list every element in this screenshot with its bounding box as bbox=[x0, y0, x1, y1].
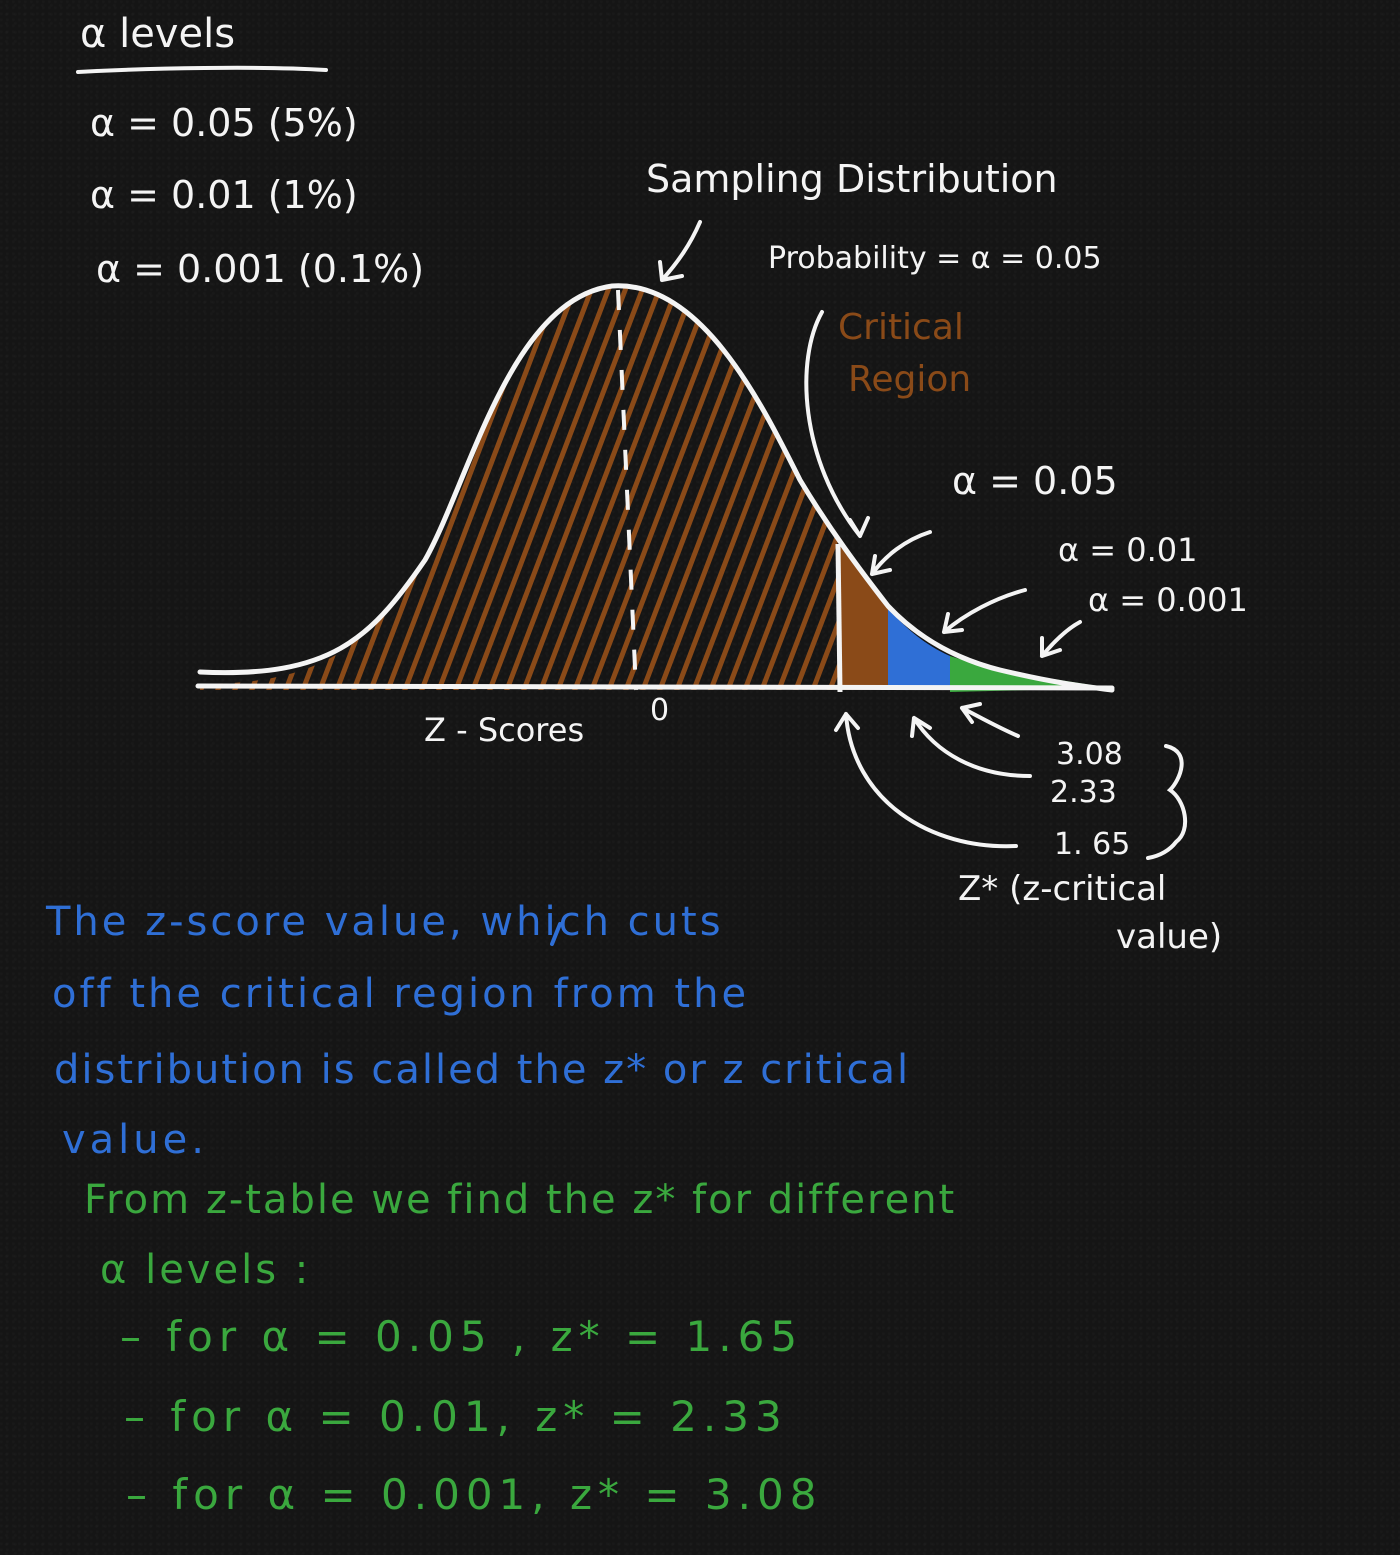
hatch-stroke bbox=[806, 285, 840, 690]
alpha-level-item: α = 0.05 (5%) bbox=[90, 101, 358, 145]
sampling-arrow bbox=[658, 220, 702, 282]
hatch-stroke bbox=[687, 285, 840, 690]
crit-233-arrow bbox=[910, 716, 1032, 778]
x-axis bbox=[195, 683, 1115, 691]
hatch-stroke bbox=[415, 285, 581, 690]
table-intro-line: From z-table we find the z* for differen… bbox=[84, 1177, 957, 1223]
hatch-stroke bbox=[772, 285, 840, 690]
z-star-row: – for α = 0.001, z* = 3.08 bbox=[126, 1470, 823, 1519]
alpha-0001-label: α = 0.001 bbox=[1088, 581, 1248, 619]
explanation-line: distribution is called the z* or z criti… bbox=[54, 1047, 911, 1093]
table-intro-line2: α levels : bbox=[100, 1247, 312, 1293]
hatch-stroke bbox=[449, 285, 615, 690]
hatch-stroke bbox=[381, 285, 547, 690]
probability-label: Probability = α = 0.05 bbox=[768, 241, 1102, 276]
z-star-label-line2: value) bbox=[1116, 917, 1223, 957]
alpha-005-label: α = 0.05 bbox=[952, 459, 1118, 503]
hatch-stroke bbox=[200, 285, 360, 690]
explanation-line: off the critical region from the bbox=[52, 971, 750, 1017]
hatch-stroke bbox=[398, 285, 564, 690]
hatch-stroke bbox=[568, 285, 734, 690]
hatch-stroke bbox=[211, 285, 377, 690]
hatch-stroke bbox=[585, 285, 751, 690]
hatch-stroke bbox=[551, 285, 717, 690]
sampling-distribution-label: Sampling Distribution bbox=[646, 157, 1058, 201]
hatch-stroke bbox=[262, 285, 428, 690]
z-star-row: – for α = 0.05 , z* = 1.65 bbox=[120, 1312, 804, 1361]
z-star-row: – for α = 0.01, z* = 2.33 bbox=[124, 1392, 788, 1441]
zero-tick-label: 0 bbox=[650, 693, 670, 728]
critical-region-label-line1: Critical bbox=[838, 307, 964, 348]
alpha-level-item: α = 0.01 (1%) bbox=[90, 173, 358, 217]
hatch-stroke bbox=[789, 285, 840, 690]
hatch-stroke bbox=[347, 285, 513, 690]
alpha-0001-arrow bbox=[1040, 620, 1082, 658]
explanation-line: value. bbox=[62, 1117, 208, 1163]
critical-value-308: 3.08 bbox=[1056, 737, 1123, 772]
z-star-label: Z* (z-critical bbox=[958, 869, 1167, 909]
critical-boundary-line bbox=[835, 543, 843, 693]
hatch-stroke bbox=[432, 285, 598, 690]
critical-region-005 bbox=[840, 546, 888, 690]
hatch-stroke bbox=[313, 285, 479, 690]
hatch-stroke bbox=[704, 285, 840, 690]
hatch-stroke bbox=[228, 285, 394, 690]
bell-curve bbox=[197, 283, 1115, 693]
hatch-stroke bbox=[296, 285, 462, 690]
z-scores-axis-label: Z - Scores bbox=[424, 711, 585, 749]
critical-values-brace bbox=[1146, 744, 1188, 860]
critical-region-arrow bbox=[804, 310, 870, 538]
hatch-stroke bbox=[500, 285, 666, 690]
heading-underline bbox=[76, 65, 328, 74]
alpha-001-arrow bbox=[942, 588, 1027, 634]
alpha-levels-heading: α levels bbox=[80, 11, 236, 57]
crit-165-arrow bbox=[834, 712, 1018, 849]
hatch-stroke bbox=[364, 285, 530, 690]
alpha-001-label: α = 0.01 bbox=[1058, 531, 1198, 569]
hatch-stroke bbox=[466, 285, 632, 690]
hatch-stroke bbox=[245, 285, 411, 690]
critical-region-001 bbox=[888, 608, 950, 690]
critical-region-label-line2: Region bbox=[848, 359, 972, 400]
critical-value-165: 1. 65 bbox=[1054, 827, 1131, 862]
alpha-level-item: α = 0.001 (0.1%) bbox=[96, 247, 425, 291]
hatch-stroke bbox=[200, 285, 343, 690]
hatch-stroke bbox=[534, 285, 700, 690]
hatch-stroke bbox=[517, 285, 683, 690]
mean-dashed-line bbox=[616, 289, 638, 691]
hatch-stroke bbox=[619, 285, 785, 690]
crit-308-arrow bbox=[960, 702, 1020, 738]
explanation-line: The z-score value, which cuts bbox=[46, 899, 724, 945]
comma-mark bbox=[550, 922, 562, 946]
alpha-005-arrow bbox=[870, 530, 932, 576]
hatch-stroke bbox=[279, 285, 445, 690]
hatch-stroke bbox=[653, 285, 819, 690]
critical-value-233: 2.33 bbox=[1050, 775, 1117, 810]
